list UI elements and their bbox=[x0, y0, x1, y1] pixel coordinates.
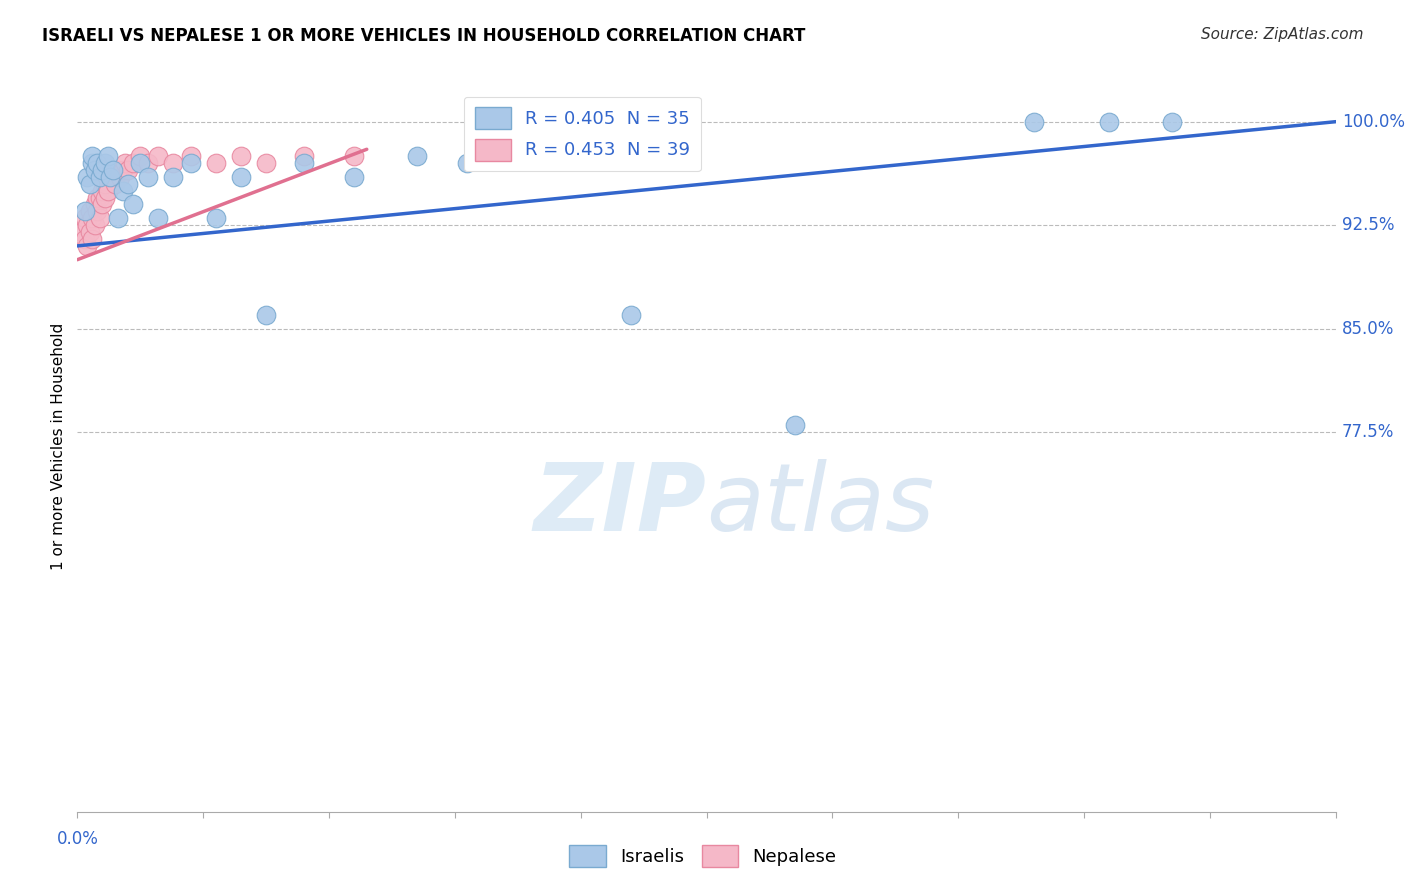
Point bbox=[406, 149, 429, 163]
Point bbox=[101, 163, 124, 178]
Point bbox=[94, 191, 117, 205]
Point bbox=[96, 149, 118, 163]
Point bbox=[146, 149, 169, 163]
Point bbox=[98, 169, 121, 184]
Point bbox=[136, 169, 159, 184]
Point bbox=[162, 156, 184, 170]
Point bbox=[96, 184, 118, 198]
Text: atlas: atlas bbox=[707, 459, 935, 550]
Point bbox=[76, 169, 98, 184]
Point bbox=[98, 169, 121, 184]
Point bbox=[84, 197, 107, 211]
Point bbox=[72, 225, 94, 239]
Point bbox=[89, 191, 111, 205]
Point bbox=[82, 211, 104, 226]
Point bbox=[76, 239, 98, 253]
Point bbox=[204, 211, 226, 226]
Point bbox=[121, 197, 143, 211]
Point bbox=[204, 156, 226, 170]
Point bbox=[79, 225, 101, 239]
Point bbox=[229, 149, 252, 163]
Text: 100.0%: 100.0% bbox=[1341, 112, 1405, 131]
Text: ZIP: ZIP bbox=[534, 458, 707, 550]
Point bbox=[117, 163, 139, 178]
Point bbox=[292, 149, 315, 163]
Point bbox=[107, 211, 129, 226]
Point bbox=[91, 184, 114, 198]
Point bbox=[86, 204, 108, 219]
Point bbox=[1161, 114, 1184, 128]
Point bbox=[111, 163, 134, 178]
Point bbox=[84, 218, 107, 232]
Point bbox=[180, 156, 202, 170]
Point bbox=[79, 177, 101, 191]
Point bbox=[76, 218, 98, 232]
Point bbox=[180, 149, 202, 163]
Point bbox=[292, 156, 315, 170]
Point bbox=[89, 211, 111, 226]
Point bbox=[456, 156, 478, 170]
Point bbox=[162, 169, 184, 184]
Text: 77.5%: 77.5% bbox=[1341, 423, 1395, 442]
Point bbox=[254, 308, 277, 322]
Point bbox=[343, 169, 366, 184]
Point bbox=[82, 149, 104, 163]
Point bbox=[129, 156, 152, 170]
Point bbox=[91, 197, 114, 211]
Point bbox=[254, 156, 277, 170]
Point bbox=[89, 169, 111, 184]
Text: 85.0%: 85.0% bbox=[1341, 319, 1395, 338]
Point bbox=[73, 211, 96, 226]
Point bbox=[86, 156, 108, 170]
Text: ISRAELI VS NEPALESE 1 OR MORE VEHICLES IN HOUSEHOLD CORRELATION CHART: ISRAELI VS NEPALESE 1 OR MORE VEHICLES I… bbox=[42, 27, 806, 45]
Point bbox=[111, 184, 134, 198]
Text: 0.0%: 0.0% bbox=[56, 830, 98, 848]
Y-axis label: 1 or more Vehicles in Household: 1 or more Vehicles in Household bbox=[51, 322, 66, 570]
Point bbox=[84, 163, 107, 178]
Legend: Israelis, Nepalese: Israelis, Nepalese bbox=[562, 838, 844, 874]
Point bbox=[114, 156, 136, 170]
Point bbox=[506, 149, 529, 163]
Point bbox=[117, 177, 139, 191]
Point bbox=[86, 191, 108, 205]
Point bbox=[104, 177, 127, 191]
Point bbox=[108, 169, 131, 184]
Point bbox=[1098, 114, 1121, 128]
Point bbox=[107, 163, 129, 178]
Point bbox=[94, 177, 117, 191]
Point bbox=[82, 232, 104, 246]
Text: Source: ZipAtlas.com: Source: ZipAtlas.com bbox=[1201, 27, 1364, 42]
Point bbox=[73, 204, 96, 219]
Point bbox=[73, 232, 96, 246]
Point bbox=[1022, 114, 1045, 128]
Point bbox=[620, 308, 643, 322]
Point bbox=[129, 149, 152, 163]
Point bbox=[121, 156, 143, 170]
Point bbox=[136, 156, 159, 170]
Point bbox=[101, 169, 124, 184]
Point bbox=[91, 163, 114, 178]
Point bbox=[94, 156, 117, 170]
Point bbox=[783, 418, 806, 433]
Point bbox=[229, 169, 252, 184]
Text: 92.5%: 92.5% bbox=[1341, 216, 1395, 235]
Point bbox=[79, 204, 101, 219]
Legend: R = 0.405  N = 35, R = 0.453  N = 39: R = 0.405 N = 35, R = 0.453 N = 39 bbox=[464, 96, 702, 171]
Point bbox=[82, 156, 104, 170]
Point bbox=[343, 149, 366, 163]
Point bbox=[146, 211, 169, 226]
